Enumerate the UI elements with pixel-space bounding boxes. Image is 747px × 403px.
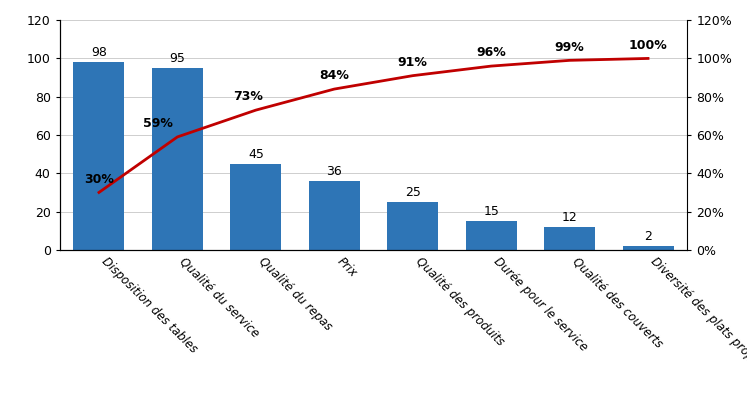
- Bar: [465, 221, 517, 250]
- Bar: [309, 181, 360, 250]
- Text: 96%: 96%: [477, 46, 506, 59]
- Text: 91%: 91%: [398, 56, 427, 69]
- Text: 59%: 59%: [143, 117, 173, 130]
- Text: 73%: 73%: [233, 90, 263, 104]
- Bar: [152, 68, 203, 250]
- Text: 25: 25: [405, 186, 421, 199]
- Text: 15: 15: [483, 205, 499, 218]
- Text: 30%: 30%: [84, 173, 114, 186]
- Text: 84%: 84%: [320, 69, 349, 82]
- Text: 12: 12: [562, 211, 577, 224]
- Text: 98: 98: [91, 46, 107, 59]
- Bar: [544, 227, 595, 250]
- Bar: [73, 62, 125, 250]
- Text: 100%: 100%: [629, 39, 667, 52]
- Bar: [622, 246, 674, 250]
- Text: 45: 45: [248, 148, 264, 161]
- Bar: [230, 164, 282, 250]
- Text: 36: 36: [326, 165, 342, 178]
- Bar: [387, 202, 438, 250]
- Text: 99%: 99%: [555, 41, 584, 54]
- Text: 2: 2: [644, 230, 652, 243]
- Text: 95: 95: [170, 52, 185, 65]
